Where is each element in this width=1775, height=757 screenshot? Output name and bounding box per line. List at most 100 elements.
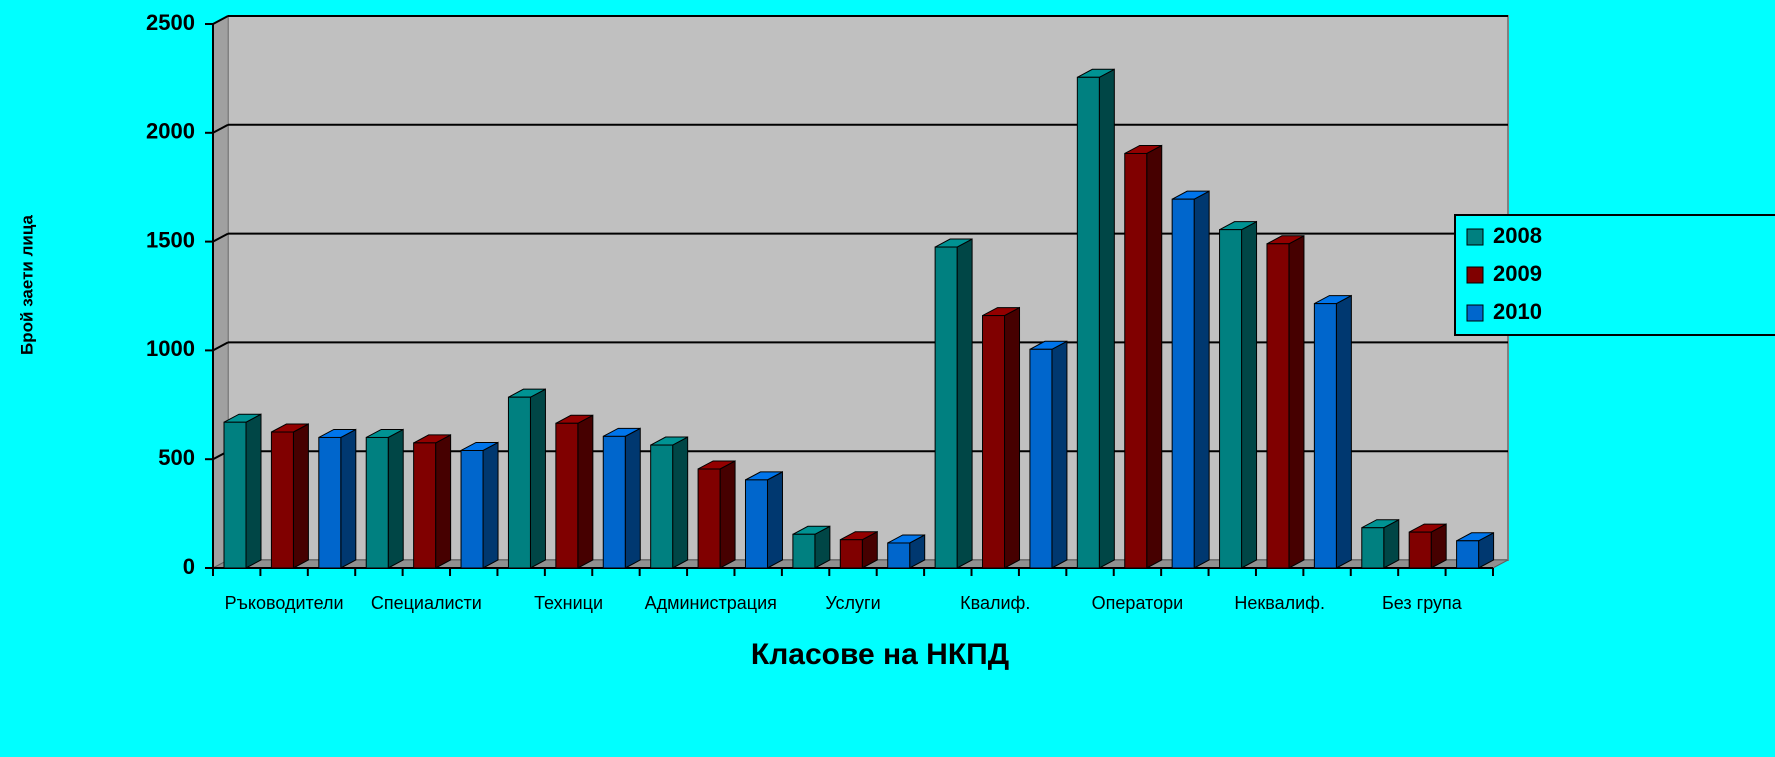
bar-front (1124, 152, 1148, 569)
bar (1076, 68, 1115, 569)
y-tick-label: 1500 (146, 227, 195, 252)
bar-front (460, 449, 484, 569)
bar-side (1288, 234, 1305, 569)
grid-line (212, 341, 229, 352)
bar (1219, 220, 1258, 569)
bar (365, 428, 404, 569)
grid-line (212, 123, 229, 134)
bar (1266, 234, 1305, 569)
bar-front (650, 444, 674, 569)
bar (792, 525, 831, 569)
bar-front (223, 421, 247, 569)
bar-front (507, 396, 531, 569)
bar-side (719, 460, 736, 569)
bar (1361, 518, 1400, 569)
bar-front (1361, 527, 1385, 569)
y-tick-label: 0 (183, 554, 195, 579)
x-tick-label: Техници (534, 593, 603, 613)
bar-front (1219, 229, 1243, 569)
y-tick-label: 2000 (146, 119, 195, 144)
bar (1313, 294, 1352, 569)
bar (650, 436, 689, 569)
y-tick-label: 1000 (146, 336, 195, 361)
bar (270, 423, 309, 569)
bar-side (1098, 68, 1115, 569)
bar (982, 306, 1021, 569)
grid-line (212, 232, 229, 243)
bar (697, 460, 736, 569)
bar-front (555, 422, 579, 569)
bar-side (624, 427, 641, 569)
bar-front (1029, 348, 1053, 569)
x-tick-label: Ръководители (225, 593, 344, 613)
bar-side (482, 441, 499, 569)
bar-side (577, 414, 594, 569)
bar-front (602, 435, 626, 569)
bar-side (292, 423, 309, 569)
bar (602, 427, 641, 569)
bar-front (318, 436, 342, 569)
bar (1029, 340, 1068, 569)
bar-front (1171, 198, 1195, 569)
bar-side (1051, 340, 1068, 569)
bar-front (982, 315, 1006, 569)
bar-side (529, 388, 546, 569)
bar (460, 441, 499, 569)
bar (1408, 523, 1447, 569)
bar-side (766, 471, 783, 569)
bar-front (1313, 303, 1337, 569)
bar (934, 238, 973, 569)
bar-front (1408, 531, 1432, 569)
bar (1124, 144, 1163, 569)
x-tick-label: Услуги (825, 593, 880, 613)
bar (223, 413, 262, 569)
bar (413, 434, 452, 569)
bar (318, 428, 357, 569)
x-tick-label: Квалиф. (960, 593, 1030, 613)
legend-label: 2008 (1493, 223, 1542, 248)
bar-front (744, 479, 768, 569)
bar-front (1076, 76, 1100, 569)
legend-swatch (1466, 304, 1484, 322)
bar-front (413, 442, 437, 569)
bar-front (934, 246, 958, 569)
bar-side (340, 428, 357, 569)
bar-side (245, 413, 262, 569)
legend-swatch (1466, 266, 1484, 284)
bar-side (435, 434, 452, 569)
bar-front (697, 468, 721, 569)
grid-line (212, 15, 229, 25)
x-tick-label: Оператори (1092, 593, 1184, 613)
bar-front (839, 539, 863, 569)
bar-side (1146, 144, 1163, 569)
bar (507, 388, 546, 569)
bar-side (387, 428, 404, 569)
legend-box (1454, 214, 1775, 336)
bar-side (1004, 306, 1021, 569)
bar-side (1193, 190, 1210, 569)
y-tick-label: 2500 (146, 10, 195, 35)
x-tick-label: Администрация (645, 593, 777, 613)
y-axis-title: Брой заети лица (17, 214, 36, 354)
x-tick-label: Неквалиф. (1234, 593, 1325, 613)
bar-front (365, 436, 389, 569)
bar-front (792, 533, 816, 569)
bar (555, 414, 594, 569)
bar (1456, 531, 1495, 569)
bar-front (887, 542, 911, 569)
bar (744, 471, 783, 569)
bar (1171, 190, 1210, 569)
bar-side (1335, 294, 1352, 569)
bar-side (672, 436, 689, 569)
bar-front (1456, 540, 1480, 569)
legend-label: 2010 (1493, 299, 1542, 324)
legend-label: 2009 (1493, 261, 1542, 286)
bar-front (270, 431, 294, 569)
bar-side (956, 238, 973, 569)
bar (839, 530, 878, 569)
bar-front (1266, 243, 1290, 569)
bar-side (1241, 220, 1258, 569)
y-tick-label: 500 (158, 445, 195, 470)
x-tick-label: Без група (1382, 593, 1463, 613)
